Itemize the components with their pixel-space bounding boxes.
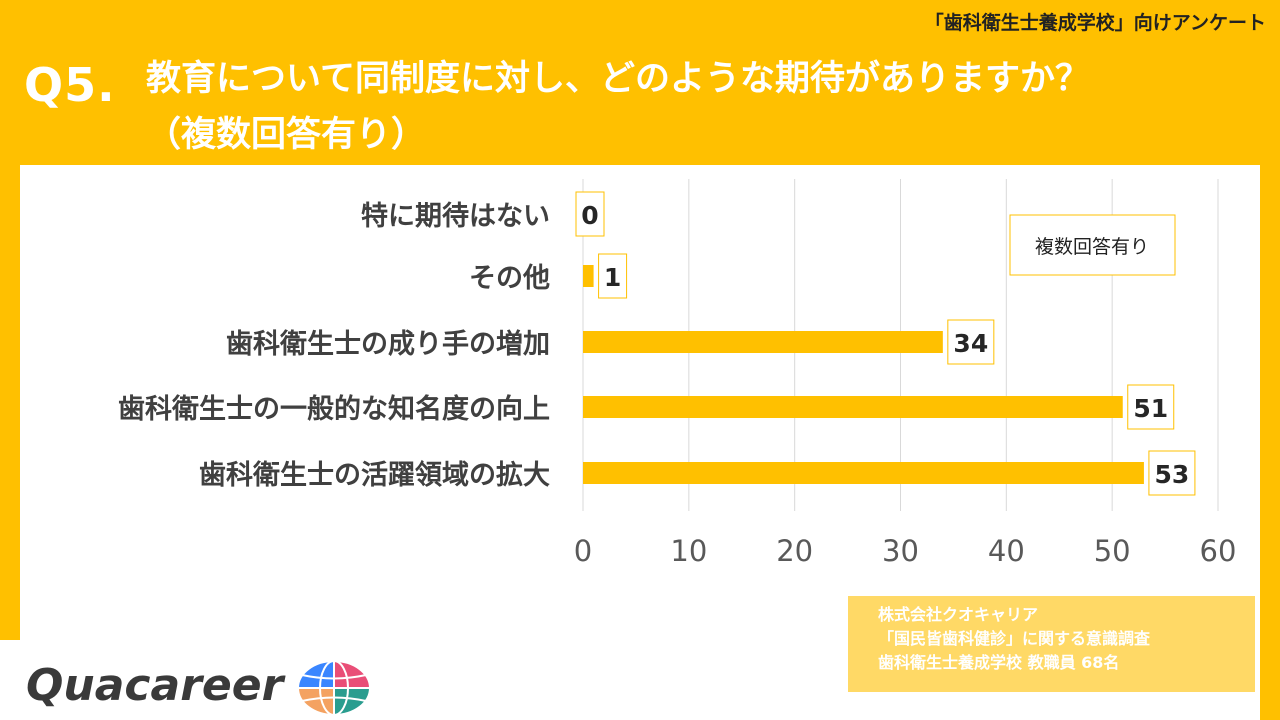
bar-chart: 0 10 20 30 40 50 60 特に期待はない 0 その他 1 歯科衛生士の成り手の増加 34 歯… xyxy=(118,179,1237,568)
bar xyxy=(583,265,594,287)
data-label: 34 xyxy=(953,329,988,358)
question-number: Q5. xyxy=(24,58,116,112)
category-label: 歯科衛生士の活躍領域の拡大 xyxy=(199,459,550,491)
data-label: 0 xyxy=(581,201,598,230)
source-company: 株式会社クオキャリア xyxy=(878,605,1039,624)
question-title: 教育について同制度に対し、どのような期待がありますか？ xyxy=(146,59,1090,99)
x-tick-label: 40 xyxy=(988,534,1025,568)
category-label: 特に期待はない xyxy=(361,201,550,232)
annotation-box xyxy=(1009,214,1176,276)
category-label: 歯科衛生士の一般的な知名度の向上 xyxy=(118,393,550,425)
source-box: 株式会社クオキャリア 「国民皆歯科健診」に関する意識調査 歯科衛生士養成学校 教… xyxy=(848,596,1255,692)
data-label-box xyxy=(947,319,995,365)
category-label: 歯科衛生士の成り手の増加 xyxy=(226,328,550,360)
chart-panel: 0 10 20 30 40 50 60 特に期待はない 0 その他 1 歯科衛生士の成り手の増加 34 歯… xyxy=(20,165,1260,720)
data-label-box xyxy=(598,253,628,299)
data-label-box xyxy=(575,191,605,237)
data-label-box xyxy=(1148,450,1196,496)
question-note: （複数回答有り） xyxy=(146,115,427,155)
bar xyxy=(583,331,943,353)
category-label: その他 xyxy=(469,263,550,294)
data-label-box xyxy=(1127,384,1175,430)
x-tick-label: 60 xyxy=(1200,534,1237,568)
globe-logo-icon xyxy=(297,660,371,716)
survey-tag: 「歯科衛生士養成学校」向けアンケート xyxy=(924,12,1266,34)
data-label: 51 xyxy=(1133,394,1168,423)
brand-logo-text: Quacareer xyxy=(26,660,284,711)
x-tick-label: 30 xyxy=(882,534,919,568)
x-tick-label: 10 xyxy=(670,534,707,568)
bar xyxy=(583,462,1144,484)
x-tick-label: 0 xyxy=(574,534,592,568)
x-tick-label: 50 xyxy=(1094,534,1131,568)
data-label: 53 xyxy=(1155,460,1190,489)
bar xyxy=(583,396,1123,418)
source-survey: 「国民皆歯科健診」に関する意識調査 xyxy=(878,629,1151,648)
x-tick-label: 20 xyxy=(776,534,813,568)
source-respondents: 歯科衛生士養成学校 教職員 68名 xyxy=(878,653,1120,672)
annotation-text: 複数回答有り xyxy=(1035,236,1149,258)
data-label: 1 xyxy=(604,263,621,292)
